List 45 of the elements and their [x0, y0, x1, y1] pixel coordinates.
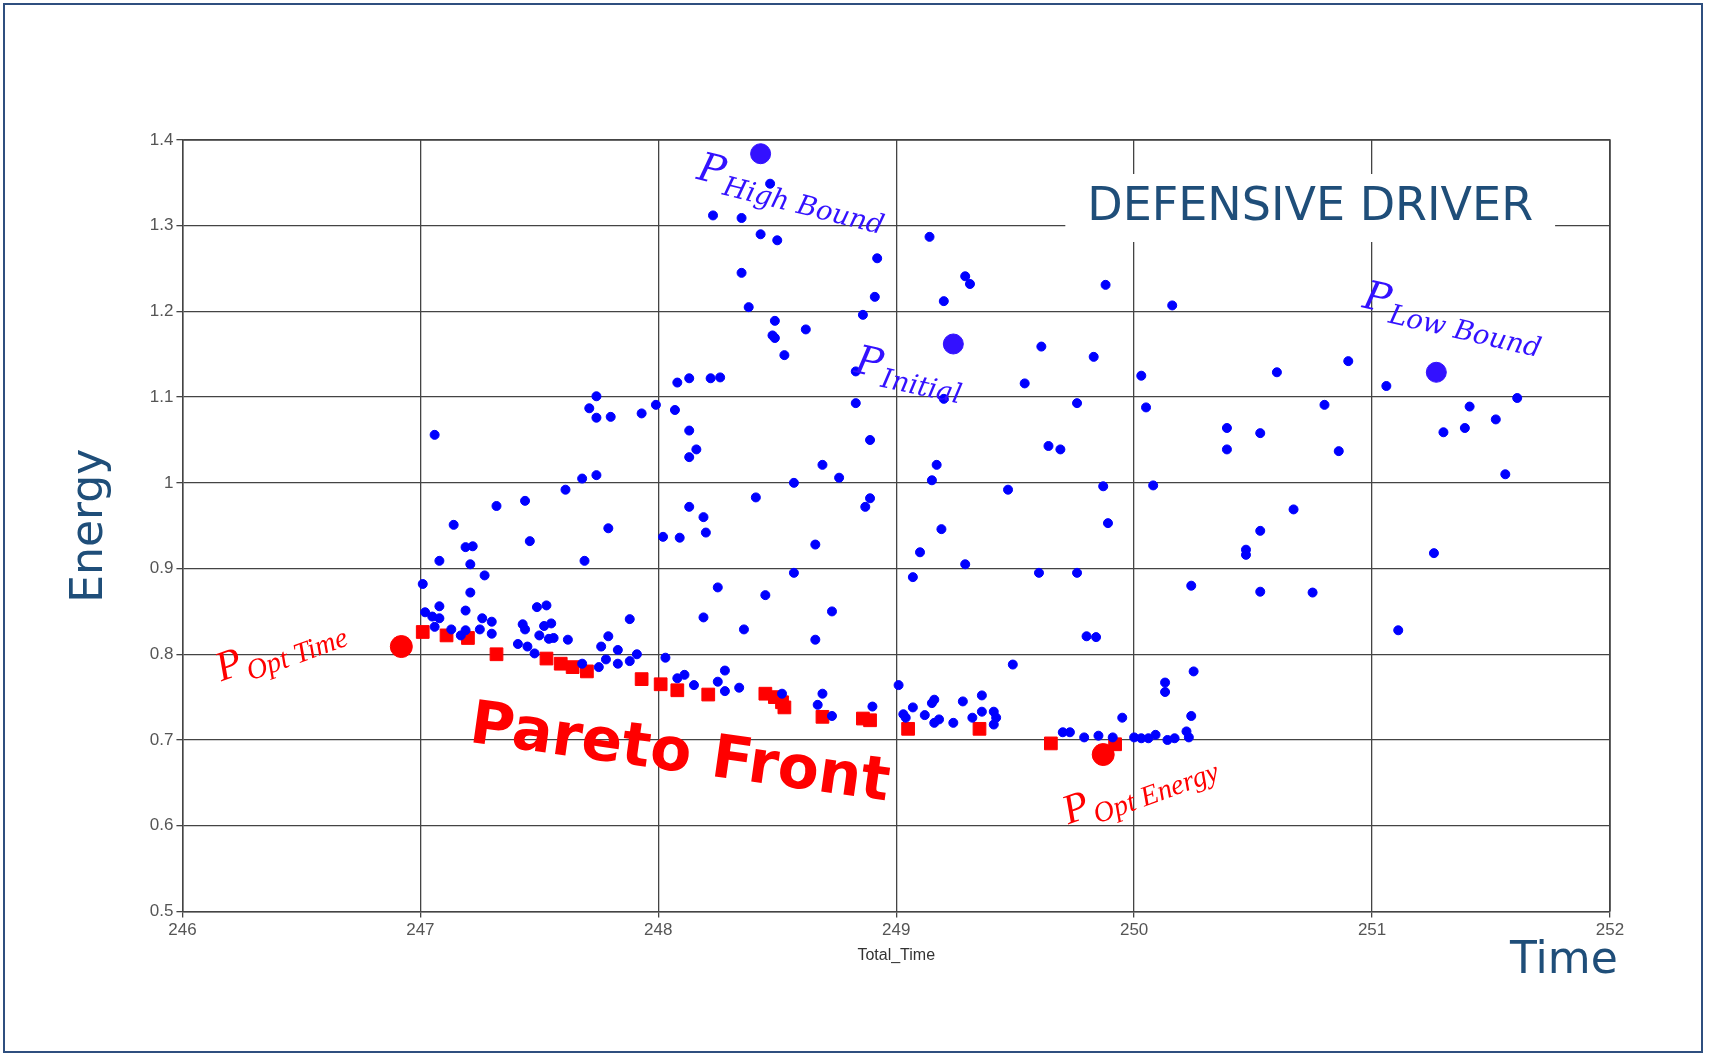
- point: [901, 721, 915, 736]
- point: [1091, 743, 1115, 767]
- x-tick-label: 246: [168, 920, 197, 940]
- point: [777, 700, 792, 715]
- annotation: POpt Time: [207, 621, 352, 691]
- point: [634, 672, 649, 686]
- point: [565, 660, 580, 674]
- point: [863, 713, 877, 728]
- x-tick-label: 248: [644, 920, 673, 940]
- annotation: PLow Bound: [1358, 271, 1545, 364]
- point: [1425, 361, 1447, 383]
- annotation: PHigh Bound: [692, 142, 888, 240]
- y-tick-label: 0.5: [149, 901, 174, 921]
- point: [670, 683, 685, 698]
- point: [489, 647, 504, 662]
- y-tick-label: 0.8: [149, 643, 174, 663]
- point: [815, 709, 830, 724]
- point: [553, 656, 568, 671]
- point: [701, 687, 716, 702]
- point: [942, 333, 964, 355]
- point: [750, 143, 772, 165]
- point: [972, 721, 987, 736]
- y-tick-label: 1.4: [149, 129, 174, 149]
- point: [653, 677, 668, 692]
- y-tick-label: 0.9: [149, 558, 174, 578]
- y-tick-label: 1.2: [149, 301, 174, 321]
- text: DEFENSIVE DRIVER: [1087, 176, 1534, 231]
- y-axis-title: Energy: [60, 448, 112, 603]
- x-axis-title: Total_Time: [857, 945, 936, 964]
- y-tick-label: 0.7: [149, 729, 174, 749]
- x-tick-label: 247: [406, 920, 435, 940]
- x-tick-label: 249: [882, 920, 911, 940]
- y-tick-label: 0.6: [149, 815, 174, 835]
- annotation: Pareto Front: [466, 686, 895, 815]
- y-tick-label: 1.3: [149, 215, 174, 235]
- point: [415, 625, 430, 639]
- point: [389, 635, 413, 659]
- x-tick-label: 250: [1119, 920, 1149, 940]
- annotation: PInitial: [850, 335, 965, 410]
- annotation: POpt Energy: [1054, 755, 1224, 834]
- point: [539, 651, 554, 666]
- y-tick-label: 1: [163, 472, 174, 492]
- y-tick-label: 1.1: [149, 386, 174, 406]
- x-tick-label: 251: [1357, 920, 1387, 940]
- point: [1044, 736, 1058, 751]
